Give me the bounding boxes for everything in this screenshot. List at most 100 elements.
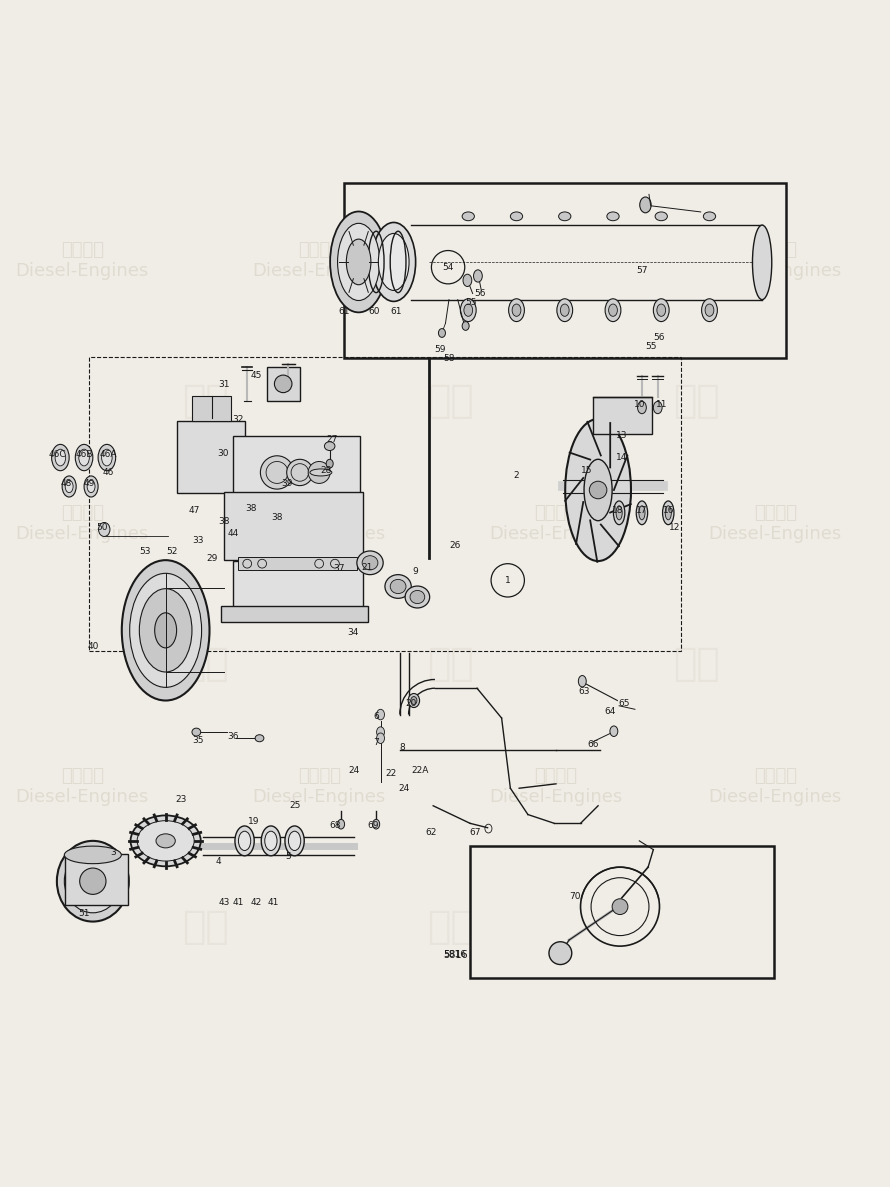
Text: 29: 29 (206, 554, 218, 563)
Text: 20: 20 (406, 699, 417, 707)
Text: 61: 61 (338, 306, 350, 316)
Text: 8: 8 (400, 743, 405, 751)
Text: 紫发动力
Diesel-Engines: 紫发动力 Diesel-Engines (708, 241, 842, 280)
Text: 紫发动力
Diesel-Engines: 紫发动力 Diesel-Engines (708, 767, 842, 806)
Text: 46B: 46B (76, 450, 93, 459)
Text: 61: 61 (391, 306, 402, 316)
Ellipse shape (57, 840, 129, 921)
Text: 38: 38 (245, 504, 256, 513)
Ellipse shape (640, 197, 651, 212)
Ellipse shape (52, 444, 69, 471)
Ellipse shape (613, 501, 625, 525)
Text: 5: 5 (286, 852, 291, 861)
Ellipse shape (636, 501, 648, 525)
Text: 紫发动力
Diesel-Engines: 紫发动力 Diesel-Engines (253, 504, 385, 542)
Circle shape (274, 375, 292, 393)
Ellipse shape (62, 476, 77, 497)
Text: 10: 10 (634, 400, 645, 410)
Text: 27: 27 (327, 436, 338, 444)
Ellipse shape (262, 826, 280, 856)
Text: 11: 11 (656, 400, 667, 410)
Text: 紫发动力
Diesel-Engines: 紫发动力 Diesel-Engines (253, 767, 385, 806)
Text: 55: 55 (465, 298, 477, 306)
Text: 31: 31 (219, 380, 231, 389)
Text: 34: 34 (347, 628, 358, 637)
Circle shape (80, 868, 106, 894)
Ellipse shape (140, 589, 192, 672)
Ellipse shape (637, 401, 646, 414)
Text: 25: 25 (289, 801, 300, 811)
Ellipse shape (578, 675, 587, 687)
Ellipse shape (330, 211, 387, 312)
Text: 42: 42 (250, 897, 262, 907)
Text: 紫发动力
Diesel-Engines: 紫发动力 Diesel-Engines (708, 504, 842, 542)
Ellipse shape (460, 299, 476, 322)
Text: 5816: 5816 (443, 950, 467, 960)
Circle shape (612, 899, 628, 914)
Text: 22A: 22A (411, 766, 429, 775)
Text: 14: 14 (616, 453, 627, 462)
Ellipse shape (155, 612, 176, 648)
Ellipse shape (122, 560, 209, 700)
Text: 52: 52 (166, 547, 177, 556)
Text: 62: 62 (425, 827, 437, 837)
Text: 45: 45 (250, 372, 262, 381)
Text: 6: 6 (373, 712, 379, 721)
Ellipse shape (610, 726, 618, 736)
Ellipse shape (557, 299, 572, 322)
Text: 9: 9 (413, 567, 418, 576)
Ellipse shape (362, 556, 378, 570)
Text: 51: 51 (78, 909, 90, 919)
Text: 65: 65 (619, 699, 630, 707)
Ellipse shape (473, 269, 482, 283)
Bar (192, 396, 231, 420)
Ellipse shape (409, 693, 419, 707)
Ellipse shape (510, 212, 522, 221)
Ellipse shape (84, 476, 98, 497)
Ellipse shape (372, 222, 416, 301)
Text: 7: 7 (373, 738, 379, 747)
Bar (266, 367, 300, 400)
Text: 紫发动力
Diesel-Engines: 紫发动力 Diesel-Engines (16, 241, 149, 280)
Text: 1: 1 (505, 576, 511, 585)
Ellipse shape (390, 579, 406, 594)
Ellipse shape (462, 322, 469, 330)
Ellipse shape (653, 401, 662, 414)
Ellipse shape (439, 329, 446, 337)
Text: 紫发动力
Diesel-Engines: 紫发动力 Diesel-Engines (490, 241, 623, 280)
Text: 56: 56 (473, 288, 485, 298)
Text: 36: 36 (228, 732, 239, 741)
Ellipse shape (287, 459, 313, 485)
Text: 69: 69 (368, 821, 379, 831)
Ellipse shape (130, 573, 202, 687)
Bar (221, 605, 368, 622)
Text: 48: 48 (61, 480, 72, 488)
Ellipse shape (665, 506, 671, 520)
Ellipse shape (462, 212, 474, 221)
Text: 68: 68 (329, 821, 341, 831)
Text: 28: 28 (320, 466, 332, 475)
Text: 46C: 46C (49, 450, 67, 459)
Text: 59: 59 (434, 345, 446, 354)
Text: 动力: 动力 (427, 381, 474, 419)
Bar (233, 561, 363, 609)
Ellipse shape (411, 697, 417, 704)
Ellipse shape (662, 501, 674, 525)
Text: 2: 2 (514, 470, 520, 480)
Ellipse shape (701, 299, 717, 322)
Ellipse shape (326, 459, 333, 468)
Bar (470, 846, 773, 978)
Ellipse shape (156, 833, 175, 848)
Ellipse shape (239, 831, 251, 851)
Ellipse shape (64, 850, 121, 913)
Text: 13: 13 (616, 431, 627, 440)
Text: 41: 41 (268, 897, 279, 907)
Ellipse shape (463, 274, 472, 286)
Circle shape (549, 941, 571, 965)
Text: 动力: 动力 (673, 908, 720, 946)
Ellipse shape (607, 212, 619, 221)
Bar (233, 436, 360, 495)
Text: 35: 35 (192, 736, 204, 745)
Bar (65, 853, 128, 904)
Text: 动力: 动力 (182, 645, 229, 683)
